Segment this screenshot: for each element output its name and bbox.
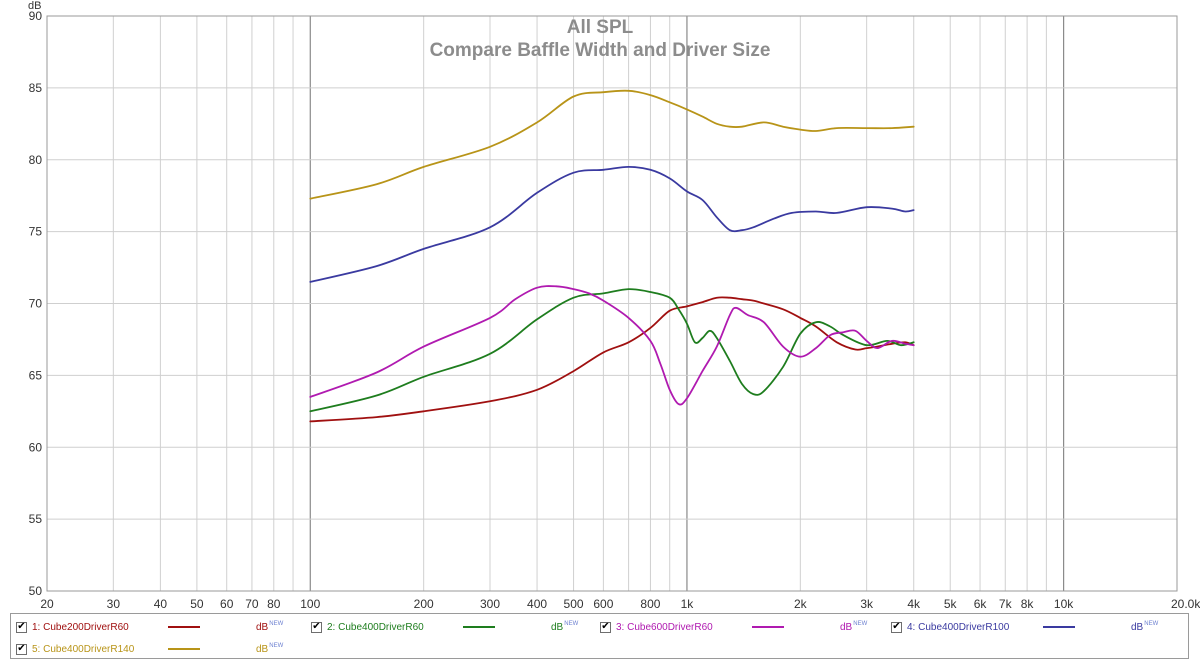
y-axis-label: dB [28,0,41,12]
x-tick-label: 7k [999,597,1013,611]
x-tick-label: 2k [794,597,808,611]
legend-item: ✔ 5: Cube400DriverR140 dBNEW [16,640,283,658]
y-tick-label: 75 [29,225,43,239]
legend-swatch [463,626,495,628]
x-tick-label: 1k [681,597,695,611]
legend-checkbox[interactable]: ✔ [311,621,322,633]
y-tick-label: 80 [29,153,43,167]
legend-checkbox[interactable]: ✔ [891,621,902,633]
legend-swatch [1043,626,1075,628]
y-tick-label: 50 [29,584,43,598]
x-tick-label: 300 [480,597,500,611]
x-tick-label: 50 [190,597,204,611]
y-tick-label: 65 [29,368,43,382]
x-tick-label: 30 [107,597,121,611]
plot-background [0,0,1200,612]
legend-label: 5: Cube400DriverR140 [32,643,135,655]
x-tick-label: 800 [640,597,660,611]
legend-label: 2: Cube400DriverR60 [327,621,424,633]
legend-swatch [168,648,200,650]
x-tick-label: 8k [1021,597,1035,611]
chart-title: All SPL [567,17,634,38]
y-tick-label: 55 [29,512,43,526]
x-tick-label: 6k [974,597,988,611]
legend: ✔ 1: Cube200DriverR60 dBNEW ✔ 2: Cube400Driv… [10,613,1189,659]
x-tick-label: 4k [907,597,921,611]
legend-item: ✔ 1: Cube200DriverR60 dBNEW [16,618,283,636]
legend-item: ✔ 3: Cube600DriverR60 dBNEW [600,618,867,636]
spl-chart: 50 55 60 65 70 75 80 85 90 20 30 40 50 60 70 80 100 200 30… [0,0,1200,612]
legend-swatch [752,626,784,628]
series-line [309,285,915,406]
legend-label: 4: Cube400DriverR100 [907,621,1010,633]
x-tick-label: 10k [1054,597,1074,611]
legend-checkbox[interactable]: ✔ [600,621,611,633]
y-tick-label: 85 [29,81,43,95]
y-tick-label: 60 [29,440,43,454]
x-tick-label: 40 [154,597,168,611]
legend-checkbox[interactable]: ✔ [16,643,27,655]
x-tick-label: 500 [564,597,584,611]
legend-item: ✔ 4: Cube400DriverR100 dBNEW [891,618,1158,636]
x-tick-label: 600 [593,597,613,611]
x-tick-label: 200 [414,597,434,611]
series-line [309,166,915,283]
y-tick-label: 90 [29,9,43,23]
legend-unit: dBNEW [256,643,284,655]
plot-frame [46,15,1178,592]
y-tick-label: 70 [29,297,43,311]
legend-unit: dBNEW [551,621,579,633]
axes: 50 55 60 65 70 75 80 85 90 20 30 40 50 60 70 80 100 200 30… [29,9,1200,611]
x-tick-label: 5k [944,597,958,611]
series-line [309,89,915,200]
series-lines [309,89,915,423]
legend-unit: dBNEW [840,621,868,633]
legend-unit: dBNEW [1131,621,1159,633]
chart-subtitle: Compare Baffle Width and Driver Size [430,40,771,61]
x-tick-label: 400 [527,597,547,611]
legend-new-tag: NEW [1144,621,1159,627]
series-line [309,296,915,423]
x-tick-label: 80 [267,597,281,611]
x-tick-label: 20.0kHz [1171,597,1200,611]
x-tick-label: 70 [245,597,259,611]
legend-new-tag: NEW [269,643,284,649]
legend-new-tag: NEW [564,621,579,627]
legend-new-tag: NEW [269,621,284,627]
legend-label: 1: Cube200DriverR60 [32,621,129,633]
legend-label: 3: Cube600DriverR60 [616,621,713,633]
x-tick-label: 60 [220,597,234,611]
x-tick-label: 3k [860,597,874,611]
legend-unit: dBNEW [256,621,284,633]
series-line [309,288,915,413]
legend-checkbox[interactable]: ✔ [16,621,27,633]
x-tick-label: 20 [40,597,54,611]
legend-new-tag: NEW [853,621,868,627]
legend-item: ✔ 2: Cube400DriverR60 dBNEW [311,618,578,636]
legend-swatch [168,626,200,628]
x-tick-label: 100 [300,597,320,611]
